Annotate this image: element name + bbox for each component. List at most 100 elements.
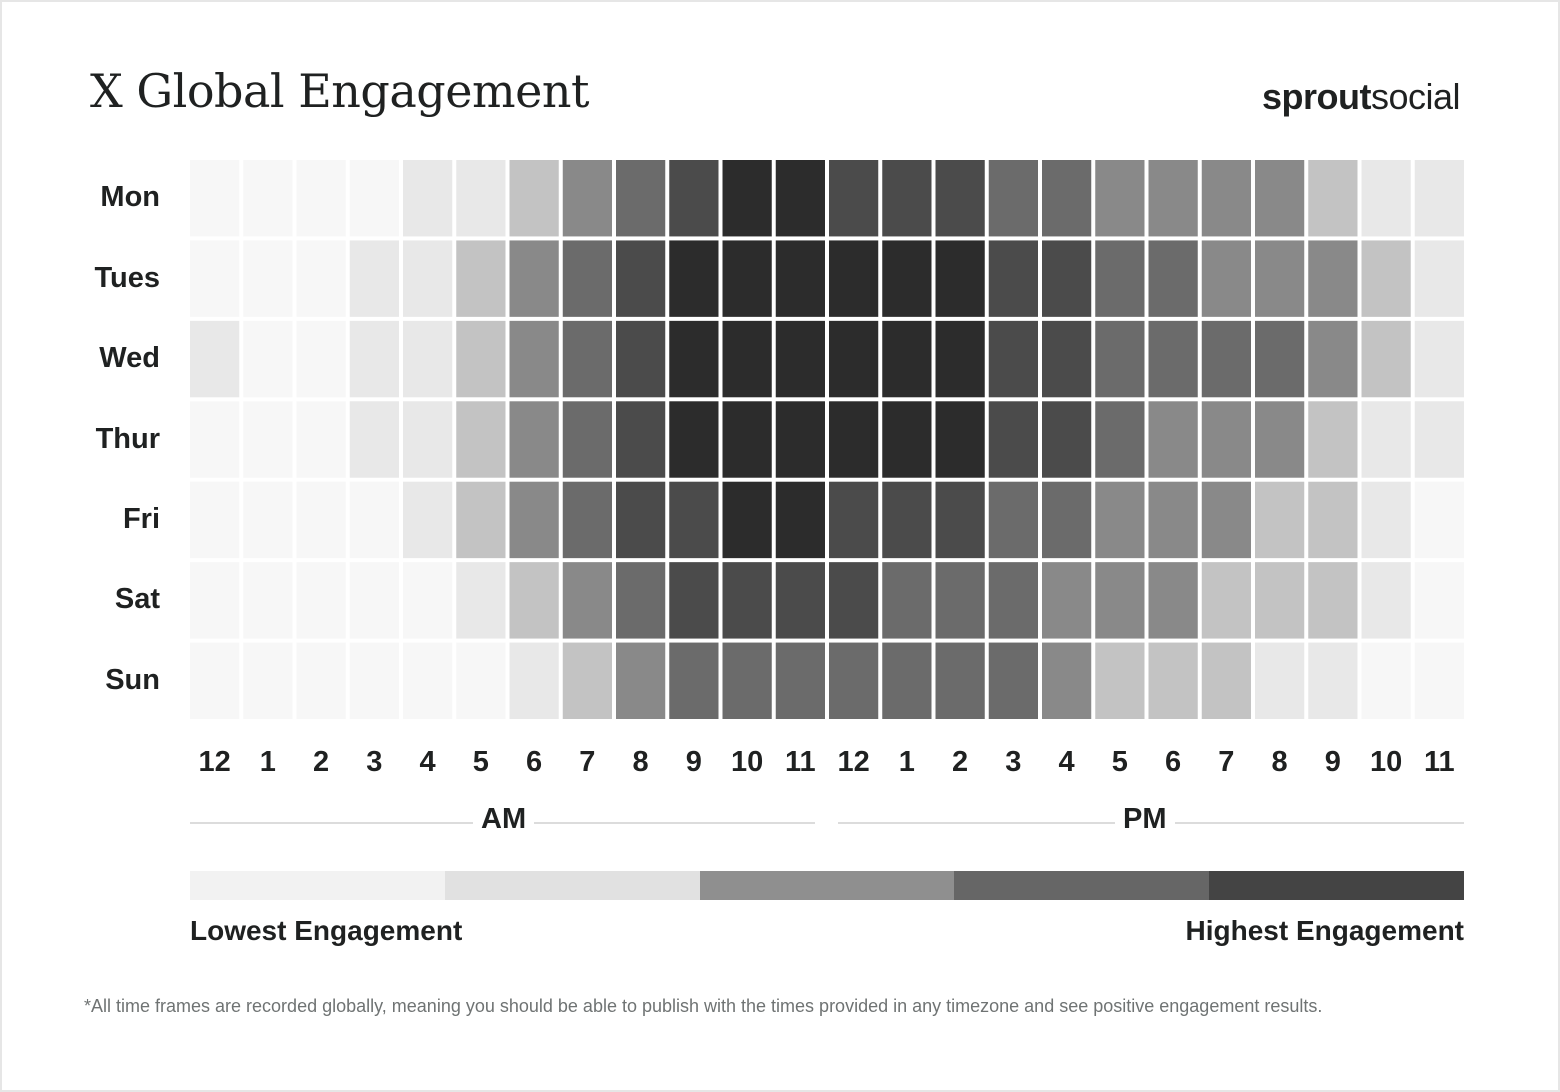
heatmap-cell-thur-0 [190,401,240,478]
heatmap-cell-tues-5 [456,240,506,317]
heatmap-cell-fri-4 [403,481,453,559]
hour-label-21: 9 [1324,746,1341,778]
legend-segment-2 [699,871,955,900]
heatmap-cell-sun-2 [296,642,346,719]
legend-high-label: Highest Engagement [1185,915,1464,946]
heatmap-cell-fri-13 [882,481,932,559]
heatmap-cell-thur-22 [1361,401,1411,478]
heatmap-cell-fri-12 [829,481,879,559]
heatmap-cell-mon-1 [243,160,293,237]
heatmap-cell-sat-11 [775,562,825,639]
heatmap-cell-fri-23 [1414,481,1464,559]
heatmap-cell-tues-14 [935,240,985,317]
heatmap-cell-sat-10 [722,562,772,639]
heatmap-cell-sat-9 [669,562,719,639]
heatmap-cell-mon-9 [669,160,719,237]
hour-label-10: 10 [730,746,764,778]
heatmap-cell-wed-18 [1148,320,1198,398]
heatmap-cell-mon-20 [1255,160,1305,237]
legend-segment-0 [190,871,446,900]
heatmap-cell-sun-19 [1201,642,1251,719]
logo-word-social: social [1370,76,1461,117]
heatmap-cell-wed-3 [349,320,399,398]
hour-label-17: 5 [1111,746,1128,778]
sproutsocial-logo: sproutsocial [1261,76,1461,118]
heatmap-cell-wed-23 [1414,320,1464,398]
heatmap-cell-tues-3 [349,240,399,317]
heatmap-cell-fri-5 [456,481,506,559]
heatmap-cell-fri-7 [562,481,612,559]
heatmap-cell-thur-23 [1414,401,1464,478]
heatmap-cell-tues-18 [1148,240,1198,317]
heatmap-cell-tues-23 [1414,240,1464,317]
heatmap-cell-wed-4 [403,320,453,398]
heatmap-cell-sat-0 [190,562,240,639]
heatmap-cell-mon-5 [456,160,506,237]
heatmap-cell-sat-15 [988,562,1038,639]
heatmap-cell-mon-0 [190,160,240,237]
heatmap-cell-fri-16 [1042,481,1092,559]
heatmap-cell-wed-13 [882,320,932,398]
heatmap-cell-sun-17 [1095,642,1145,719]
heatmap-cell-mon-11 [775,160,825,237]
heatmap-cell-thur-19 [1201,401,1251,478]
heatmap-cell-fri-20 [1255,481,1305,559]
hour-label-18: 6 [1165,746,1182,778]
heatmap-cell-sat-17 [1095,562,1145,639]
heatmap-cell-mon-18 [1148,160,1198,237]
heatmap-cell-sat-6 [509,562,559,639]
heatmap-cell-wed-7 [562,320,612,398]
hour-label-7: 7 [579,746,596,778]
heatmap-cell-thur-1 [243,401,293,478]
heatmap-cell-sat-19 [1201,562,1251,639]
heatmap-cell-wed-19 [1201,320,1251,398]
heatmap-cell-mon-21 [1308,160,1358,237]
heatmap-cell-wed-8 [616,320,666,398]
heatmap-cell-sun-7 [562,642,612,719]
heatmap-cell-fri-10 [722,481,772,559]
footnote: *All time frames are recorded globally, … [84,996,1323,1016]
heatmap-cell-sat-5 [456,562,506,639]
heatmap-cell-wed-12 [829,320,879,398]
heatmap-cell-sat-12 [829,562,879,639]
legend-segment-1 [444,871,701,900]
hour-label-1: 1 [259,746,276,778]
hour-label-8: 8 [632,746,649,778]
heatmap-cell-fri-22 [1361,481,1411,559]
day-label-thur: Thur [95,422,160,455]
heatmap-cell-wed-20 [1255,320,1305,398]
heatmap-cell-thur-5 [456,401,506,478]
hour-label-20: 8 [1271,746,1288,778]
logo-word-sprout: sprout [1261,76,1372,117]
heatmap-cell-sun-8 [616,642,666,719]
heatmap-cell-sat-23 [1414,562,1464,639]
heatmap-cell-sat-8 [616,562,666,639]
heatmap-cell-thur-10 [722,401,772,478]
am-label: AM [473,803,535,836]
heatmap-cell-fri-9 [669,481,719,559]
heatmap-cell-mon-2 [296,160,346,237]
heatmap-cell-sat-2 [296,562,346,639]
heatmap-cell-tues-9 [669,240,719,317]
heatmap-cell-fri-15 [988,481,1038,559]
heatmap-cell-sun-22 [1361,642,1411,719]
heatmap-cell-fri-19 [1201,481,1251,559]
heatmap-cell-thur-6 [509,401,559,478]
hour-label-6: 6 [526,746,543,778]
heatmap-cell-wed-15 [988,320,1038,398]
heatmap-cell-sat-16 [1042,562,1092,639]
heatmap-cell-tues-20 [1255,240,1305,317]
heatmap-cell-sun-6 [509,642,559,719]
heatmap-cell-sun-0 [190,642,240,719]
heatmap-cell-tues-6 [509,240,559,317]
heatmap-cell-wed-16 [1042,320,1092,398]
heatmap-cell-mon-7 [562,160,612,237]
heatmap-cell-sun-14 [935,642,985,719]
hour-label-13: 1 [898,746,915,778]
heatmap-cell-sat-4 [403,562,453,639]
heatmap-cell-thur-11 [775,401,825,478]
heatmap-cell-mon-12 [829,160,879,237]
heatmap-cell-thur-18 [1148,401,1198,478]
heatmap-cell-thur-15 [988,401,1038,478]
heatmap-cell-thur-8 [616,401,666,478]
